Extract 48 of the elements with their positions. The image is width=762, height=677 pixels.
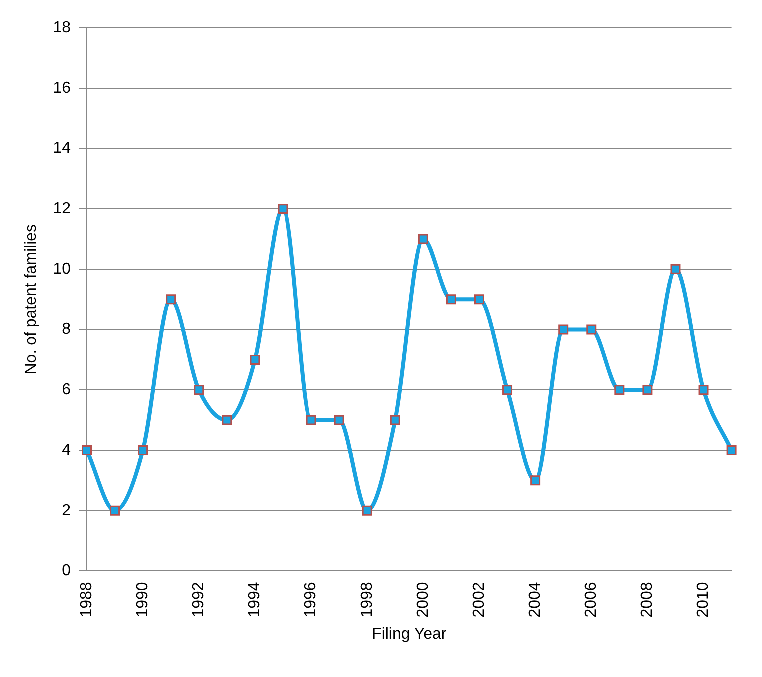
x-tick-label: 2000 xyxy=(414,582,432,618)
x-tick-label: 1994 xyxy=(246,582,264,618)
point xyxy=(474,294,484,305)
point xyxy=(558,324,569,335)
point xyxy=(642,385,653,396)
point xyxy=(138,446,148,456)
y-tick-label: 2 xyxy=(62,502,72,520)
y-tick-label: 16 xyxy=(53,80,72,97)
x-tick-label: 1992 xyxy=(190,582,208,618)
point xyxy=(446,294,456,305)
point xyxy=(250,354,260,365)
point xyxy=(306,415,316,426)
y-tick-label: 12 xyxy=(53,200,72,218)
point xyxy=(726,446,737,456)
x-tick-label: 1988 xyxy=(78,582,96,618)
point xyxy=(502,385,513,396)
point xyxy=(278,204,288,214)
point xyxy=(82,446,92,456)
point xyxy=(166,294,176,305)
y-tick-label: 14 xyxy=(53,140,72,158)
x-tick-label: 2002 xyxy=(470,582,488,618)
point xyxy=(194,385,204,396)
point xyxy=(222,415,232,426)
point xyxy=(418,234,428,244)
point xyxy=(698,385,709,396)
x-tick-label: 1996 xyxy=(302,582,320,618)
point xyxy=(362,506,372,516)
y-tick-label: 18 xyxy=(53,19,72,36)
y-tick-label: 10 xyxy=(53,260,72,278)
y-tick-label: 6 xyxy=(62,382,72,399)
point xyxy=(586,324,597,335)
x-tick-label: 2004 xyxy=(526,582,544,618)
x-tick-label: 2010 xyxy=(695,582,712,618)
y-tick-label: 4 xyxy=(62,442,72,459)
y-tick-label: 8 xyxy=(62,321,72,338)
x-tick-label: 1998 xyxy=(358,582,376,618)
point xyxy=(530,476,541,486)
point xyxy=(670,264,681,274)
y-tick-label: 0 xyxy=(62,562,72,580)
point xyxy=(390,415,400,426)
x-tick-label: 2006 xyxy=(583,582,600,618)
point xyxy=(110,506,120,516)
point xyxy=(334,415,344,426)
point xyxy=(614,385,625,396)
x-axis-title: Filing Year xyxy=(372,626,448,643)
x-tick-label: 1990 xyxy=(134,582,152,618)
x-tick-label: 2008 xyxy=(639,582,656,618)
y-axis-title: No. of patent families xyxy=(23,224,40,375)
